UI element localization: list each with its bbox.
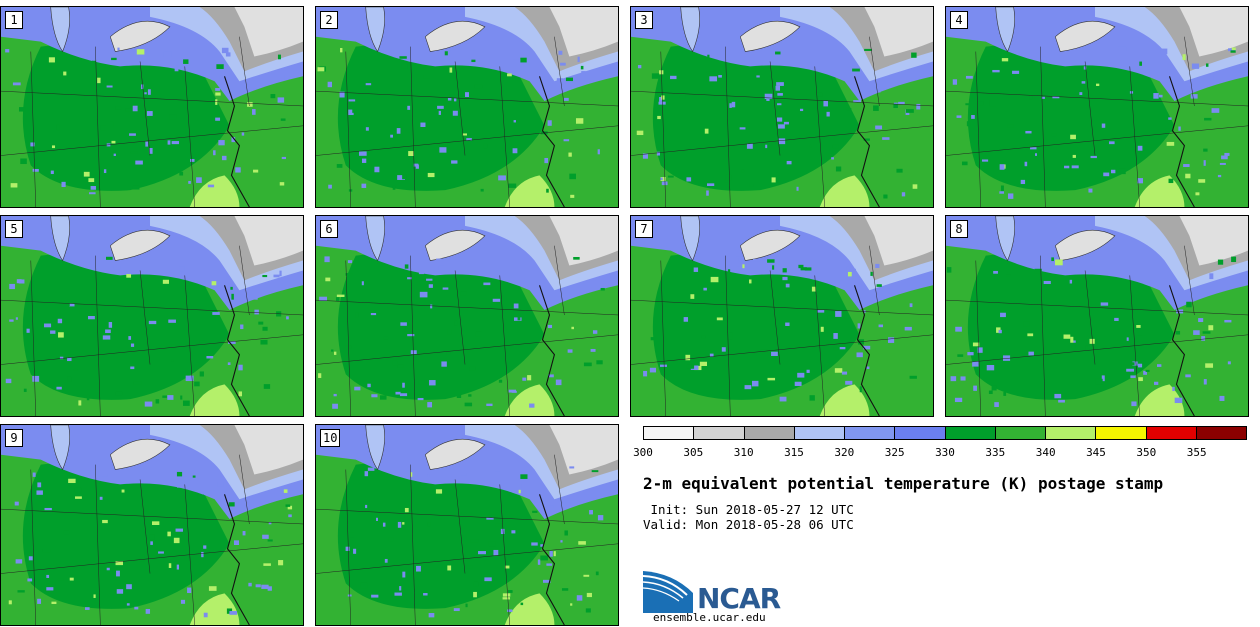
member-number-label: 8 (950, 220, 968, 238)
member-number-label: 6 (320, 220, 338, 238)
ensemble-member-panel: 6 (315, 215, 619, 417)
colorbar-segment (945, 427, 996, 439)
colorbar-tick-label: 355 (1186, 446, 1207, 459)
colorbar-segment (794, 427, 845, 439)
colorbar-tick-label: 350 (1136, 446, 1157, 459)
map-field (946, 7, 1248, 207)
colorbar-segment (845, 427, 896, 439)
ensemble-member-panel: 10 (315, 424, 619, 626)
map-field (1, 216, 303, 416)
colorbar-segment (895, 427, 946, 439)
ncar-logo-icon (643, 571, 693, 613)
colorbar-segment (1146, 427, 1197, 439)
colorbar-tick-label: 300 (633, 446, 653, 459)
map-field (631, 7, 933, 207)
ensemble-member-panel: 1 (0, 6, 304, 208)
colorbar-segment (744, 427, 795, 439)
ensemble-member-panel: 8 (945, 215, 1249, 417)
ensemble-member-panel: 4 (945, 6, 1249, 208)
member-number-label: 2 (320, 11, 338, 29)
colorbar-tick-label: 320 (834, 446, 855, 459)
colorbar-segment (995, 427, 1046, 439)
member-number-label: 3 (635, 11, 653, 29)
map-field (316, 216, 618, 416)
chart-title: 2-m equivalent potential temperature (K)… (643, 474, 1164, 493)
colorbar-tick-label: 345 (1086, 446, 1106, 459)
member-number-label: 7 (635, 220, 653, 238)
map-field (316, 425, 618, 625)
member-number-label: 1 (5, 11, 23, 29)
colorbar-segment (644, 427, 695, 439)
member-number-label: 9 (5, 429, 23, 447)
colorbar-tick-label: 305 (683, 446, 704, 459)
colorbar (643, 426, 1247, 440)
colorbar-tick-label: 330 (935, 446, 955, 459)
ensemble-member-panel: 5 (0, 215, 304, 417)
colorbar-segment (694, 427, 745, 439)
ensemble-member-panel: 9 (0, 424, 304, 626)
member-number-label: 4 (950, 11, 968, 29)
colorbar-segment (1096, 427, 1147, 439)
map-field (946, 216, 1248, 416)
member-number-label: 10 (320, 429, 341, 447)
ensemble-member-panel: 2 (315, 6, 619, 208)
colorbar-tick-label: 315 (784, 446, 804, 459)
colorbar-tick-label: 310 (733, 446, 754, 459)
valid-time: Valid: Mon 2018-05-28 06 UTC (643, 517, 854, 532)
map-field (1, 7, 303, 207)
logo-wordmark: NCAR (697, 582, 781, 615)
colorbar-tick-label: 325 (884, 446, 905, 459)
map-field (631, 216, 933, 416)
colorbar-tick-label: 340 (1035, 446, 1056, 459)
colorbar-segment (1046, 427, 1097, 439)
colorbar-segment (1196, 427, 1246, 439)
member-number-label: 5 (5, 220, 23, 238)
ensemble-member-panel: 3 (630, 6, 934, 208)
map-field (1, 425, 303, 625)
logo-url: ensemble.ucar.edu (653, 611, 766, 624)
ensemble-member-panel: 7 (630, 215, 934, 417)
init-time: Init: Sun 2018-05-27 12 UTC (643, 502, 854, 517)
colorbar-tick-label: 335 (985, 446, 1006, 459)
map-field (316, 7, 618, 207)
